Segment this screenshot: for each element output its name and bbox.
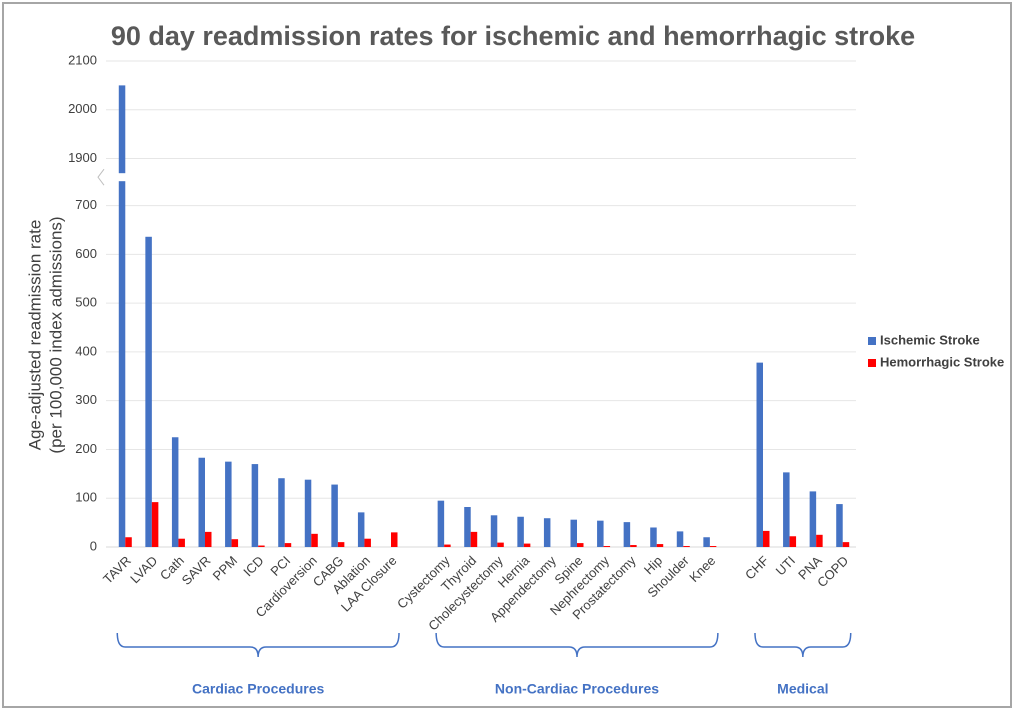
bar [145, 236, 152, 547]
bar [151, 502, 159, 547]
bar [391, 532, 398, 547]
y-axis-label: Age-adjusted readmission rate [25, 220, 44, 451]
bar [231, 539, 239, 547]
bar [278, 478, 285, 547]
bar [304, 479, 312, 547]
y-tick-label: 200 [75, 441, 97, 456]
bar [490, 515, 498, 547]
y-tick-label: 2100 [68, 52, 97, 67]
bar [577, 543, 584, 547]
legend-label: Hemorrhagic Stroke [880, 354, 1004, 369]
bar [543, 518, 551, 547]
group-bracket [435, 632, 719, 658]
bar [437, 500, 445, 547]
bar [125, 537, 132, 547]
bar [656, 544, 664, 547]
axis-break [97, 168, 105, 186]
bar [357, 512, 365, 547]
y-tick-label: 500 [75, 295, 97, 310]
y-axis-label: (per 100,000 index admissions) [46, 216, 65, 453]
bar [783, 472, 790, 547]
bar [470, 531, 478, 547]
bar [523, 543, 531, 547]
y-tick-label: 700 [75, 197, 97, 212]
bar [178, 538, 185, 547]
group-label: Medical [777, 681, 828, 697]
bar [497, 542, 504, 547]
bar [251, 464, 259, 547]
bar [789, 536, 797, 547]
legend-swatch [868, 359, 876, 367]
bar [709, 546, 717, 547]
bar [464, 507, 471, 547]
bar [756, 362, 763, 547]
bar [205, 531, 212, 547]
bar [630, 545, 637, 547]
bar [517, 516, 524, 547]
bar [311, 533, 318, 547]
y-tick-label: 2000 [68, 101, 97, 116]
y-tick-label: 600 [75, 246, 97, 261]
group-label: Cardiac Procedures [192, 681, 324, 697]
bar [603, 546, 611, 547]
bar [836, 504, 843, 547]
bar [364, 538, 371, 547]
group-label: Non-Cardiac Procedures [495, 681, 659, 697]
bar [842, 542, 850, 547]
bar [171, 437, 179, 547]
bar [198, 457, 205, 547]
bar [763, 530, 770, 547]
y-tick-label: 1900 [68, 150, 97, 165]
bar [809, 491, 817, 547]
y-tick-label: 100 [75, 490, 97, 505]
y-tick-label: 300 [75, 392, 97, 407]
bar [258, 545, 265, 547]
group-bracket [116, 632, 400, 658]
bar [284, 543, 292, 547]
bar [650, 527, 657, 547]
bar [118, 181, 126, 548]
bar [683, 546, 690, 547]
bar [337, 542, 345, 547]
bar [703, 537, 710, 547]
bar [118, 85, 126, 174]
bar [225, 461, 232, 547]
legend-label: Ischemic Stroke [880, 332, 980, 347]
y-tick-label: 0 [90, 538, 97, 553]
bar [444, 544, 451, 547]
bar [623, 522, 631, 547]
bar [676, 531, 684, 547]
bar [570, 519, 577, 547]
group-bracket [754, 632, 852, 658]
chart-title: 90 day readmission rates for ischemic an… [111, 21, 915, 51]
legend-swatch [868, 337, 876, 345]
bar [331, 484, 338, 547]
bar [816, 534, 823, 547]
bar [597, 520, 604, 547]
y-tick-label: 400 [75, 343, 97, 358]
